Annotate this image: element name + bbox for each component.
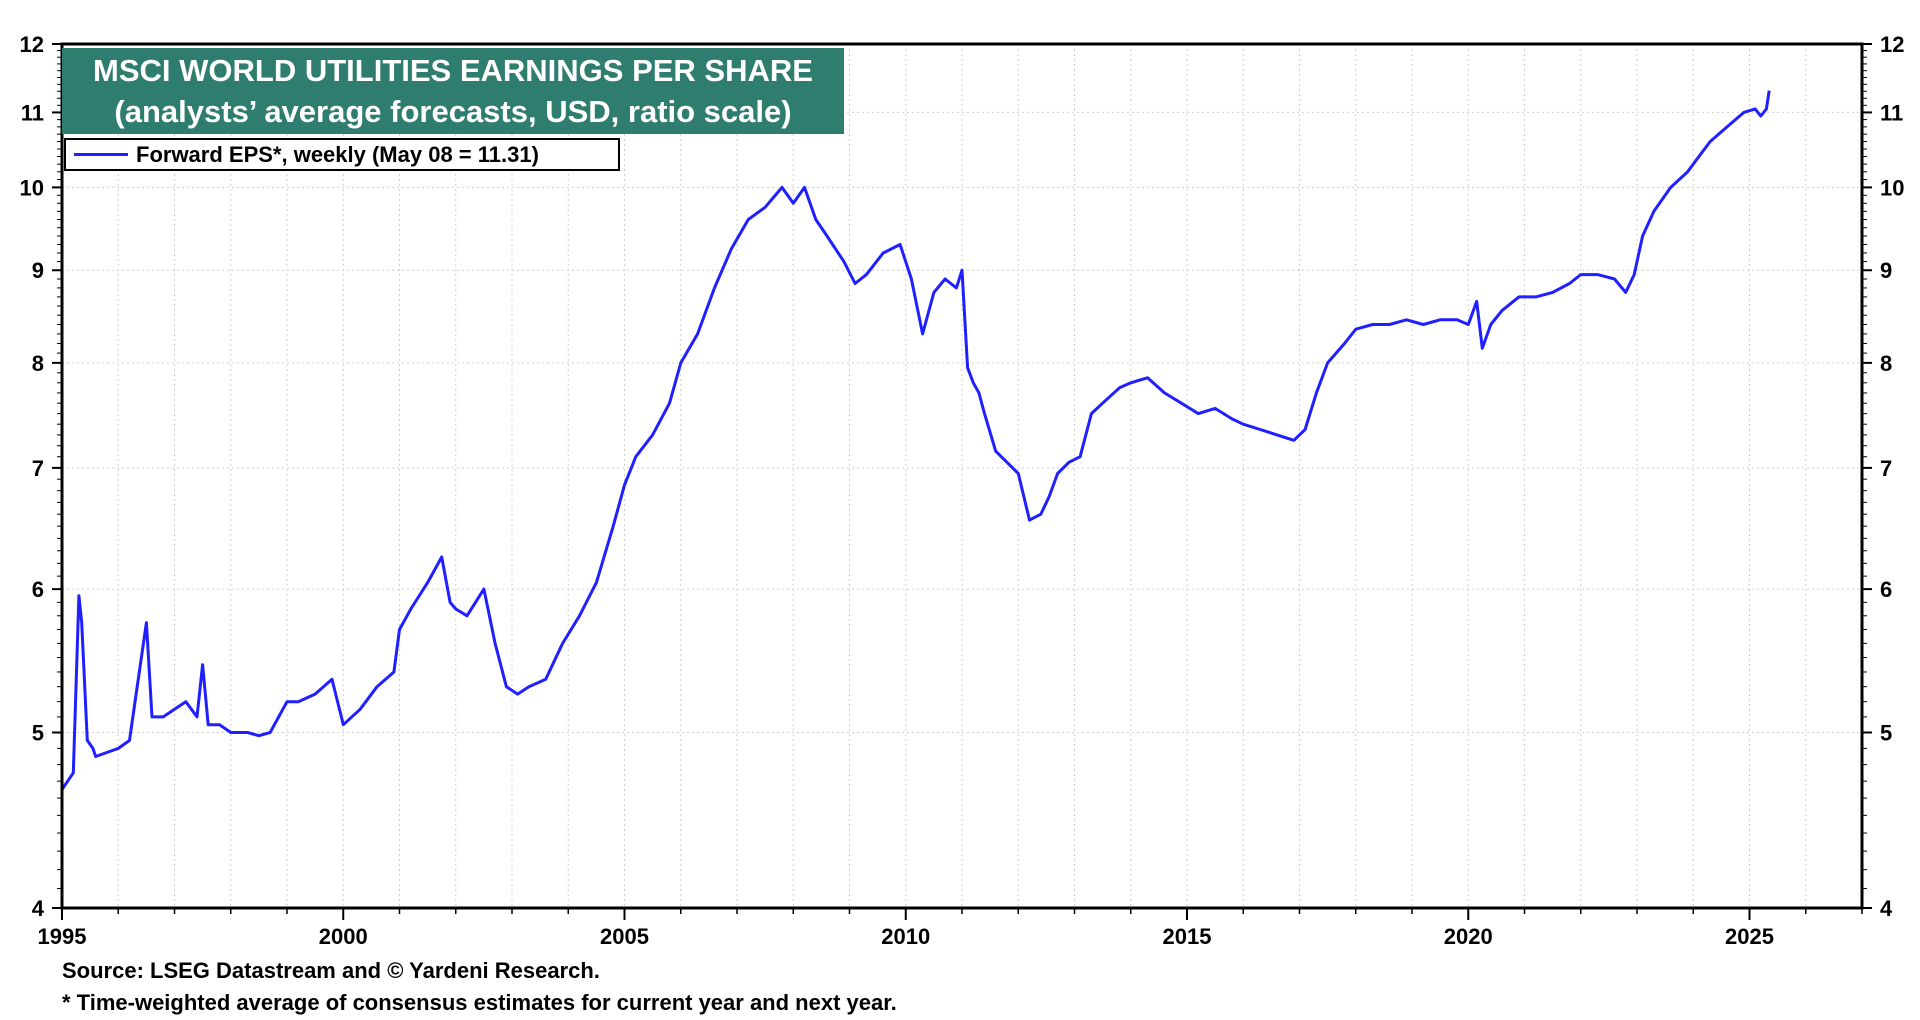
y-tick-label-right: 9 — [1880, 258, 1892, 283]
series-line-forward-eps — [60, 90, 1771, 791]
y-tick-label-right: 12 — [1880, 32, 1904, 57]
y-tick-label-right: 11 — [1880, 100, 1903, 125]
y-tick-label-right: 7 — [1880, 456, 1892, 481]
y-tick-label: 10 — [20, 175, 44, 200]
legend-label: Forward EPS*, weekly (May 08 = 11.31) — [136, 141, 539, 167]
x-tick-label: 2010 — [881, 924, 930, 949]
plot-frame — [60, 42, 1864, 910]
x-tick-label: 2025 — [1725, 924, 1774, 949]
y-tick-label: 7 — [32, 456, 44, 481]
x-tick-label: 2015 — [1163, 924, 1212, 949]
x-tick-label: 1995 — [38, 924, 87, 949]
y-tick-label-right: 8 — [1880, 351, 1892, 376]
legend: Forward EPS*, weekly (May 08 = 11.31) — [64, 138, 620, 171]
x-tick-label: 2020 — [1444, 924, 1493, 949]
footnote: * Time-weighted average of consensus est… — [62, 990, 897, 1015]
legend-swatch — [74, 153, 128, 156]
y-tick-label: 12 — [20, 32, 44, 57]
chart-title-box: MSCI WORLD UTILITIES EARNINGS PER SHARE … — [62, 48, 844, 134]
y-tick-label-right: 5 — [1880, 721, 1892, 746]
y-tick-label: 5 — [32, 721, 44, 746]
y-tick-label-right: 10 — [1880, 175, 1904, 200]
x-tick-label: 2000 — [319, 924, 368, 949]
y-tick-label: 8 — [32, 351, 44, 376]
source-note: Source: LSEG Datastream and © Yardeni Re… — [62, 958, 600, 983]
y-tick-label: 4 — [32, 896, 45, 921]
y-tick-label: 11 — [21, 100, 44, 125]
y-tick-label-right: 6 — [1880, 577, 1892, 602]
y-tick-label: 6 — [32, 577, 44, 602]
chart-subtitle: (analysts’ average forecasts, USD, ratio… — [114, 94, 792, 129]
x-tick-label: 2005 — [600, 924, 649, 949]
y-tick-label-right: 4 — [1880, 896, 1893, 921]
y-tick-label: 9 — [32, 258, 44, 283]
chart-title: MSCI WORLD UTILITIES EARNINGS PER SHARE — [93, 53, 813, 88]
